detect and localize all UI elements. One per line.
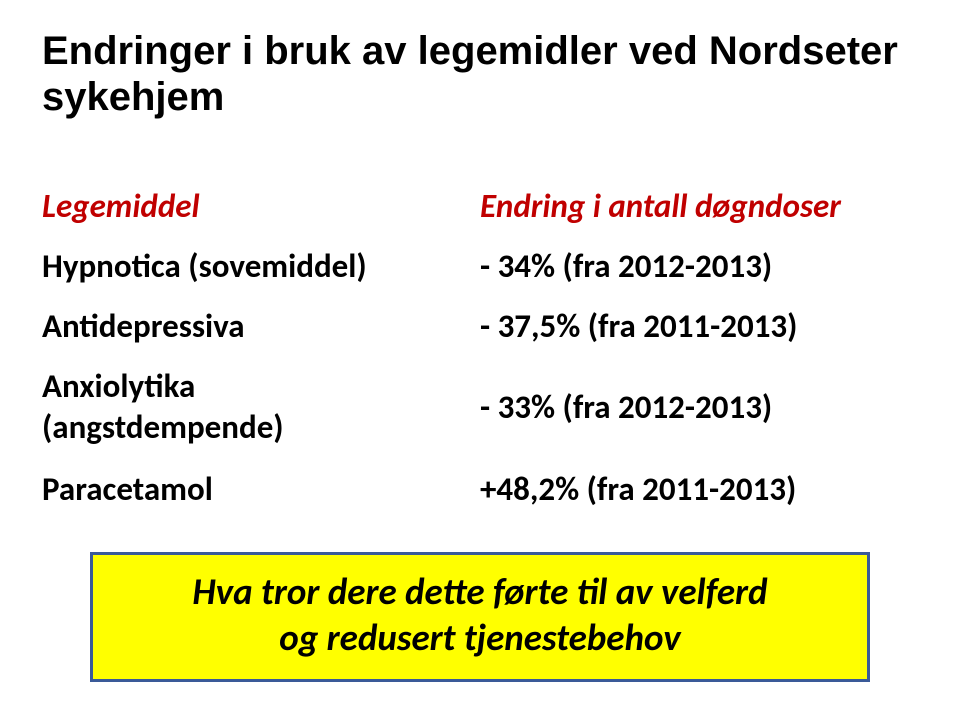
table-row: Anxiolytika (angstdempende) - 33% (fra 2… (42, 356, 918, 459)
slide: Endringer i bruk av legemidler ved Nords… (0, 0, 960, 724)
cell-left: Paracetamol (42, 459, 480, 519)
cell-left-line1: Anxiolytika (42, 366, 195, 406)
table-header-row: Legemiddel Endring i antall døgndoser (42, 176, 918, 236)
cell-left: Hypnotica (sovemiddel) (42, 236, 480, 296)
callout-text: Hva tror dere dette førte til av velferd… (105, 569, 855, 662)
cell-left-line2: (angstdempende) (42, 407, 284, 447)
title-line-1: Endringer i bruk av legemidler ved Nords… (42, 29, 898, 73)
cell-right: - 34% (fra 2012-2013) (480, 236, 918, 296)
cell-right: - 37,5% (fra 2011-2013) (480, 296, 918, 356)
slide-title: Endringer i bruk av legemidler ved Nords… (42, 28, 918, 120)
table-row: Antidepressiva - 37,5% (fra 2011-2013) (42, 296, 918, 356)
cell-right: - 33% (fra 2012-2013) (480, 356, 918, 459)
header-right: Endring i antall døgndoser (480, 176, 918, 236)
callout-box: Hva tror dere dette førte til av velferd… (90, 552, 870, 683)
cell-left: Anxiolytika (angstdempende) (42, 356, 480, 459)
cell-left: Antidepressiva (42, 296, 480, 356)
medication-table: Legemiddel Endring i antall døgndoser Hy… (42, 176, 918, 519)
cell-right: +48,2% (fra 2011-2013) (480, 459, 918, 519)
title-line-2: sykehjem (42, 75, 224, 119)
header-left: Legemiddel (42, 176, 480, 236)
table-row: Paracetamol +48,2% (fra 2011-2013) (42, 459, 918, 519)
table-row: Hypnotica (sovemiddel) - 34% (fra 2012-2… (42, 236, 918, 296)
callout-line-1: Hva tror dere dette førte til av velferd (192, 569, 767, 614)
callout-line-2: og redusert tjenestebehov (279, 615, 681, 660)
